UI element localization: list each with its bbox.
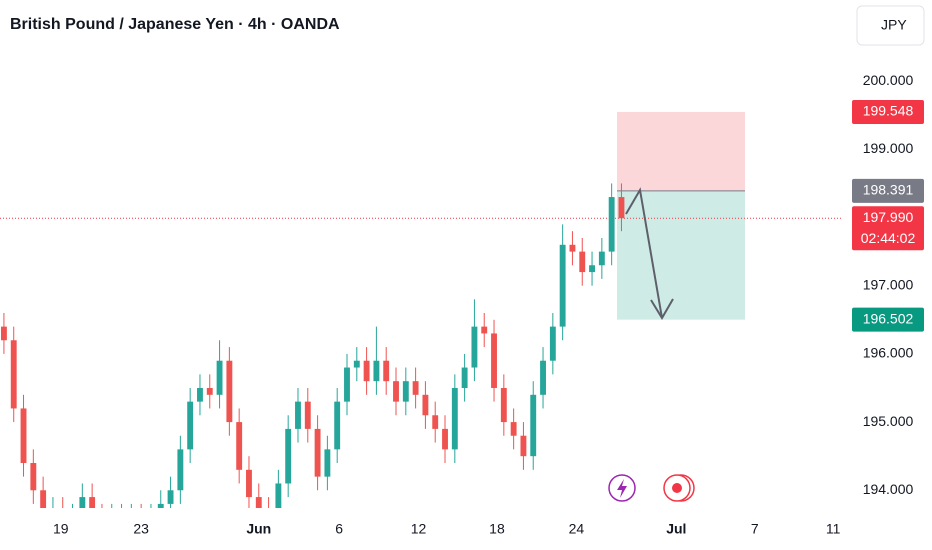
x-tick-label: 24	[569, 521, 585, 537]
candle-body	[157, 503, 164, 508]
candle-body	[608, 197, 615, 252]
x-tick-label: 7	[751, 521, 759, 537]
candle-body	[275, 483, 282, 508]
candle-body	[530, 394, 537, 457]
candle-body	[442, 428, 448, 450]
currency-button[interactable]	[856, 5, 925, 46]
candle-body	[266, 511, 272, 518]
stop-badge	[852, 99, 924, 124]
candle-body	[89, 497, 96, 508]
x-tick-label: 12	[411, 521, 427, 537]
candle-body	[451, 387, 458, 450]
candle-body	[20, 408, 27, 463]
candle-body	[353, 360, 360, 368]
candle-body	[589, 265, 595, 273]
candle-body	[324, 449, 331, 477]
stop-label: 199.548	[863, 103, 914, 119]
candle-body	[304, 401, 311, 429]
candle-body	[109, 518, 115, 525]
candle-body	[559, 244, 566, 327]
currency-label[interactable]: JPY	[881, 17, 907, 33]
candle-body	[79, 497, 86, 508]
candle-body	[412, 381, 419, 395]
candle-body	[226, 360, 233, 423]
candle-body	[99, 518, 105, 525]
x-tick-label: 23	[133, 521, 149, 537]
candle-body	[481, 326, 488, 334]
candle-body	[598, 251, 605, 266]
candle-body	[197, 387, 203, 402]
last-price-label: 197.990	[863, 209, 914, 225]
candle-body	[461, 367, 468, 388]
candle-body	[177, 449, 184, 491]
candle-body	[540, 360, 546, 395]
last-price-countdown: 02:44:02	[861, 230, 916, 246]
candle-body	[549, 326, 556, 361]
candle-body	[40, 490, 47, 508]
candle-body	[206, 387, 213, 395]
y-tick-label: 194.000	[863, 481, 914, 497]
candle-body	[363, 360, 370, 382]
candle-body	[393, 381, 399, 402]
candle-body	[579, 251, 586, 273]
candle-body	[236, 422, 243, 470]
candle-body	[10, 340, 17, 409]
candle-body	[520, 435, 527, 457]
candle-body	[344, 367, 350, 402]
plot-area	[0, 111, 842, 525]
candle-body	[295, 401, 301, 429]
candle-body	[334, 401, 341, 450]
x-tick-label: 18	[489, 521, 505, 537]
candle-body	[119, 518, 125, 525]
target-badge	[852, 307, 924, 332]
target-label: 196.502	[863, 310, 914, 326]
candle-body	[569, 244, 576, 252]
x-tick-label: Jul	[666, 521, 686, 537]
candle-body	[246, 469, 252, 498]
x-tick-label: 6	[335, 521, 343, 537]
candle-body	[500, 387, 507, 423]
y-tick-label: 195.000	[863, 413, 914, 429]
candle-body	[30, 462, 37, 491]
candle-body	[618, 197, 625, 219]
event-icons	[608, 474, 695, 502]
candle-body	[373, 360, 380, 382]
chart-title: British Pound / Japanese Yen · 4h · OAND…	[10, 16, 340, 33]
candle-body	[471, 326, 478, 368]
candle-body	[510, 422, 517, 436]
candle-body	[70, 518, 76, 525]
last-price-badge	[852, 206, 924, 251]
candle-body	[422, 394, 429, 416]
candle-body	[432, 415, 439, 429]
candle-body	[285, 428, 292, 484]
candle-body	[167, 490, 174, 504]
candle-body	[187, 401, 194, 450]
drawing-arrow	[625, 187, 674, 320]
entry-label: 198.391	[863, 182, 914, 198]
y-tick-label: 200.000	[863, 72, 914, 88]
candle-body	[255, 497, 262, 508]
target-zone	[617, 190, 745, 320]
entry-badge	[852, 178, 924, 203]
candle-body	[491, 333, 497, 388]
candle-body	[216, 360, 223, 395]
x-tick-label: 19	[53, 521, 69, 537]
x-tick-label: 11	[826, 521, 841, 537]
y-tick-label: 197.000	[863, 276, 914, 292]
candle-body	[402, 381, 409, 402]
overlay: 194.000 195.000 196.000 197.000 199.000 200.0…	[53, 72, 924, 537]
y-tick-label: 199.000	[863, 140, 914, 156]
candle-body	[314, 428, 321, 477]
candle-body	[50, 511, 56, 518]
candle-body	[0, 326, 7, 341]
y-tick-label: 196.000	[863, 345, 914, 361]
stop-zone	[617, 111, 745, 191]
candle-body	[383, 360, 390, 382]
x-tick-label: Jun	[246, 521, 271, 537]
